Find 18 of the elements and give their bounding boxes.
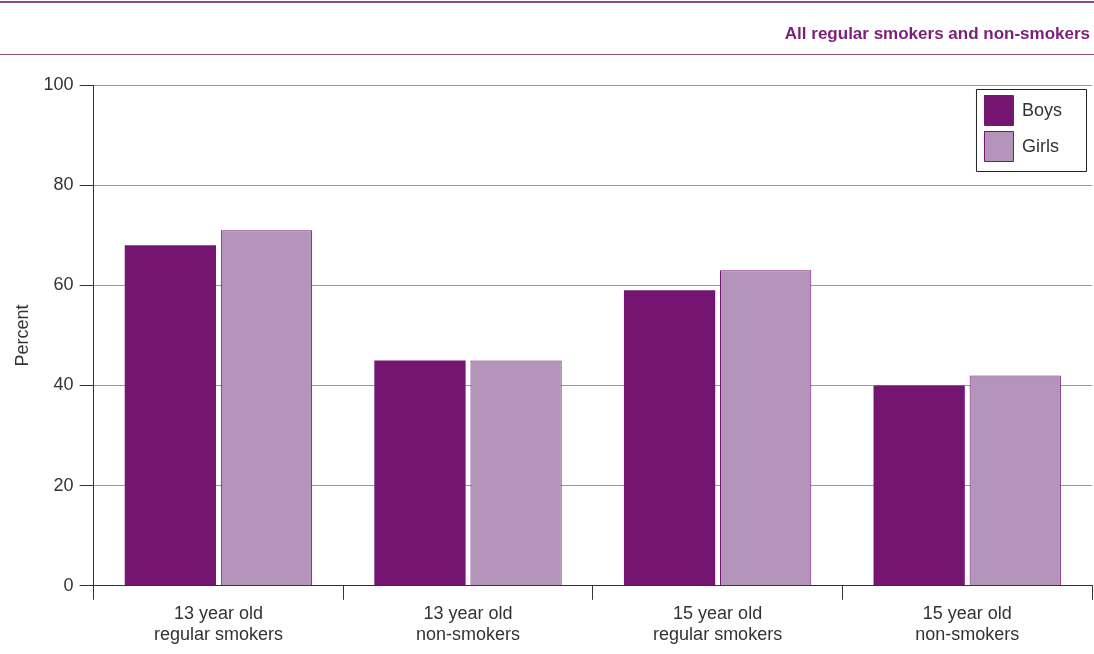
bar xyxy=(623,290,716,586)
y-tick-label: 100 xyxy=(43,73,74,94)
y-tick-label: 0 xyxy=(63,574,74,595)
y-tick-label: 40 xyxy=(53,374,74,395)
x-tick-label: 13 year old non-smokers xyxy=(416,602,521,645)
x-tick-label: 13 year old regular smokers xyxy=(153,602,283,645)
legend-label: Boys xyxy=(1021,99,1063,120)
y-tick-label: 60 xyxy=(53,274,74,295)
bar xyxy=(374,360,466,586)
legend-label: Girls xyxy=(1021,135,1059,156)
y-tick-label: 20 xyxy=(53,474,74,495)
bar xyxy=(124,245,217,586)
x-tick-label: 15 year old non-smokers xyxy=(915,602,1020,645)
chart-title: All regular smokers and non-smokers xyxy=(0,1,1094,55)
y-tick-label: 80 xyxy=(53,174,74,195)
y-axis-title: Percent xyxy=(11,304,32,367)
x-tick-label: 15 year old regular smokers xyxy=(653,602,783,645)
bar xyxy=(873,385,965,586)
